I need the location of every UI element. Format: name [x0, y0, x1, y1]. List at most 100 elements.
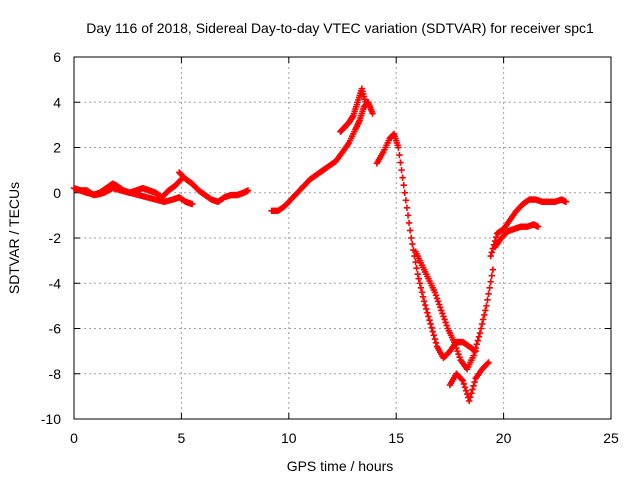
data-point-marker [455, 350, 462, 358]
data-point-marker [460, 380, 468, 388]
data-point-marker [420, 298, 428, 305]
x-axis-title: GPS time / hours [287, 458, 394, 474]
data-point-marker [452, 341, 459, 349]
data-series [446, 359, 492, 405]
data-point-marker [474, 337, 482, 344]
data-point-marker [417, 284, 425, 291]
data-point-marker [419, 293, 427, 301]
x-tick-labels: 0 5 10 15 20 25 [70, 430, 619, 446]
data-point-marker [424, 309, 431, 316]
data-point-marker [472, 344, 479, 352]
data-point-marker [405, 219, 413, 227]
data-point-marker [428, 324, 435, 331]
data-point-marker [177, 177, 184, 184]
data-point-marker [244, 187, 252, 194]
data-points [70, 85, 570, 405]
axis-ticks [73, 56, 612, 420]
data-point-marker [427, 320, 434, 328]
data-point-marker [443, 322, 450, 329]
data-point-marker [486, 284, 493, 291]
data-point-marker [437, 304, 444, 311]
data-point-marker [456, 353, 463, 361]
data-series [268, 99, 376, 215]
data-point-marker [470, 352, 477, 359]
data-point-marker [401, 189, 408, 196]
data-point-marker [429, 328, 436, 335]
data-point-marker [397, 159, 404, 166]
data-point-marker [459, 377, 466, 384]
data-point-marker [395, 144, 402, 151]
data-point-marker [488, 249, 495, 256]
y-tick-label: -10 [41, 411, 61, 427]
y-tick-labels: -10 -8 -6 -4 -2 0 2 4 6 [41, 49, 61, 427]
data-point-marker [399, 174, 406, 181]
data-point-marker [477, 325, 485, 332]
data-point-marker [467, 393, 474, 401]
data-point-marker [439, 310, 446, 317]
data-point-marker [479, 316, 487, 323]
data-point-marker [403, 204, 411, 212]
y-tick-label: 0 [53, 185, 61, 201]
y-tick-label: 6 [53, 49, 61, 65]
data-point-marker [470, 382, 477, 390]
data-point-marker [423, 305, 430, 313]
data-point-marker [481, 311, 488, 319]
data-point-marker [409, 240, 416, 248]
data-series [337, 85, 370, 135]
data-series [491, 221, 542, 251]
data-point-marker [414, 271, 421, 278]
x-tick-label: 5 [178, 430, 186, 446]
y-axis-title: SDTVAR / TECUs [6, 182, 22, 294]
x-tick-label: 0 [70, 430, 78, 446]
data-point-marker [440, 313, 447, 320]
data-point-marker [442, 319, 449, 326]
data-point-marker [416, 280, 424, 287]
data-point-marker [488, 272, 495, 279]
data-point-marker [478, 320, 486, 328]
data-point-marker [483, 302, 490, 310]
data-point-marker [471, 348, 478, 356]
chart-title: Day 116 of 2018, Sidereal Day-to-day VTE… [86, 20, 594, 36]
data-point-marker [435, 301, 443, 308]
data-point-marker [412, 258, 419, 266]
data-point-marker [431, 289, 439, 296]
data-point-marker [400, 182, 407, 189]
x-tick-label: 25 [603, 430, 619, 446]
data-point-marker [492, 234, 500, 241]
y-tick-label: 2 [53, 140, 61, 156]
data-point-marker [461, 384, 469, 391]
y-tick-label: -4 [49, 275, 62, 291]
data-point-marker [421, 301, 429, 309]
data-point-marker [425, 313, 432, 320]
data-point-marker [406, 227, 414, 234]
data-point-marker [487, 252, 494, 260]
data-point-marker [471, 378, 478, 386]
data-point-marker [431, 335, 439, 343]
x-tick-label: 10 [281, 430, 297, 446]
data-series [77, 185, 196, 208]
data-point-marker [369, 110, 376, 117]
data-point-marker [473, 341, 480, 348]
data-point-marker [398, 166, 405, 174]
data-point-marker [441, 316, 448, 323]
data-point-marker [430, 332, 437, 339]
data-point-marker [534, 223, 542, 230]
data-point-marker [468, 390, 475, 397]
y-tick-label: -8 [49, 366, 62, 382]
data-point-marker [469, 386, 476, 393]
data-point-marker [434, 298, 442, 305]
data-point-marker [485, 290, 492, 298]
data-point-marker [438, 307, 445, 314]
data-point-marker [433, 295, 441, 302]
x-tick-label: 15 [388, 430, 404, 446]
data-point-marker [426, 317, 433, 324]
data-point-marker [484, 296, 491, 304]
y-tick-label: -6 [49, 321, 62, 337]
data-point-marker [450, 338, 458, 346]
data-point-marker [432, 339, 440, 347]
data-point-marker [476, 329, 484, 337]
data-series [412, 248, 497, 373]
data-point-marker [362, 101, 370, 108]
data-point-marker [487, 278, 494, 285]
